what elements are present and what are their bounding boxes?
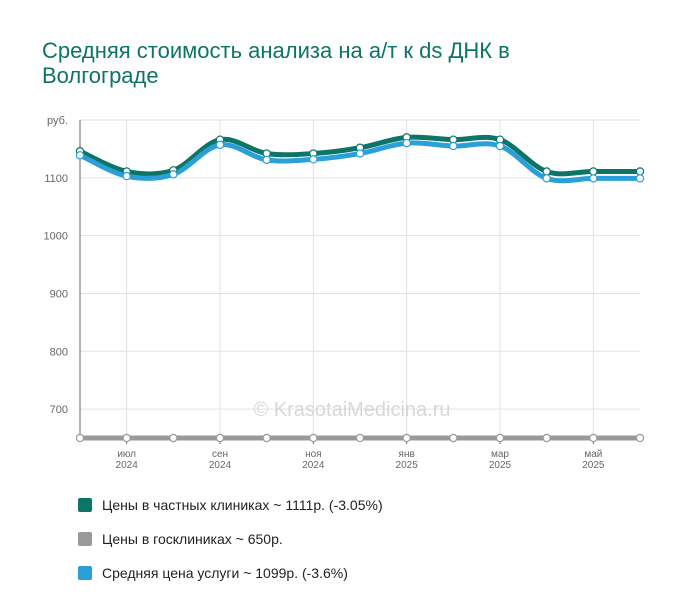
data-point-public [402,433,411,443]
data-point-average [589,174,598,183]
data-point-average [449,141,458,151]
legend-swatch-public [78,532,92,546]
data-point-average [309,155,318,164]
y-tick-label: 1100 [44,173,68,185]
data-point-average [355,149,365,158]
legend-label-public: Цены в госклиниках ~ 650р. [102,531,283,547]
data-point-private [542,167,551,176]
data-point-public [122,433,131,443]
y-tick-label: 900 [50,288,68,300]
data-point-public [309,433,318,443]
legend-item-public[interactable]: Цены в госклиниках ~ 650р. [78,522,383,556]
data-point-public [215,433,225,443]
legend-label-average: Средняя цена услуги ~ 1099р. (-3.6%) [102,565,348,581]
y-tick-label: 700 [50,404,68,416]
x-tick-year-label: 2025 [396,460,419,471]
legend-swatch-private [78,498,92,512]
data-point-private [589,167,598,176]
data-point-public [542,433,551,443]
legend-item-average[interactable]: Средняя цена услуги ~ 1099р. (-3.6%) [78,556,383,590]
line-chart: 70080090010001100руб.июл2024сен2024ноя20… [44,115,645,471]
legend-swatch-average [78,566,92,580]
data-point-public [635,433,645,443]
x-tick-label: июл [117,449,136,460]
data-point-public [589,433,598,443]
data-point-average [262,155,271,165]
x-tick-year-label: 2025 [582,460,605,471]
x-tick-year-label: 2025 [489,460,512,471]
x-tick-year-label: 2024 [209,460,232,471]
data-point-average [402,138,411,148]
data-point-average [75,151,85,160]
y-axis-unit-label: руб. [47,115,68,127]
data-point-average [169,170,178,179]
legend-label-private: Цены в частных клиниках ~ 1111р. (-3.05%… [102,497,383,513]
x-tick-label: ноя [305,449,322,460]
legend-item-private[interactable]: Цены в частных клиниках ~ 1111р. (-3.05%… [78,488,383,522]
data-point-public [75,433,85,443]
data-point-average [542,174,551,183]
data-point-public [169,433,178,443]
x-tick-year-label: 2024 [302,460,325,471]
data-point-private [635,167,645,176]
y-tick-label: 800 [50,346,68,358]
x-tick-year-label: 2024 [116,460,139,471]
data-point-average [635,174,645,183]
chart-title: Средняя стоимость анализа на а/т к ds ДН… [42,38,510,88]
data-point-public [495,433,505,443]
data-point-average [495,141,505,151]
x-tick-label: май [584,449,602,460]
data-point-average [122,171,131,181]
x-tick-label: янв [399,449,415,460]
watermark: © KrasotaiMedicina.ru [253,399,450,421]
data-point-public [355,433,365,443]
y-tick-label: 1000 [44,231,68,243]
legend: Цены в частных клиниках ~ 1111р. (-3.05%… [78,488,383,590]
data-point-public [262,433,271,443]
x-tick-label: сен [212,449,228,460]
data-point-public [449,433,458,443]
data-point-average [215,140,225,150]
x-tick-label: мар [491,449,509,460]
